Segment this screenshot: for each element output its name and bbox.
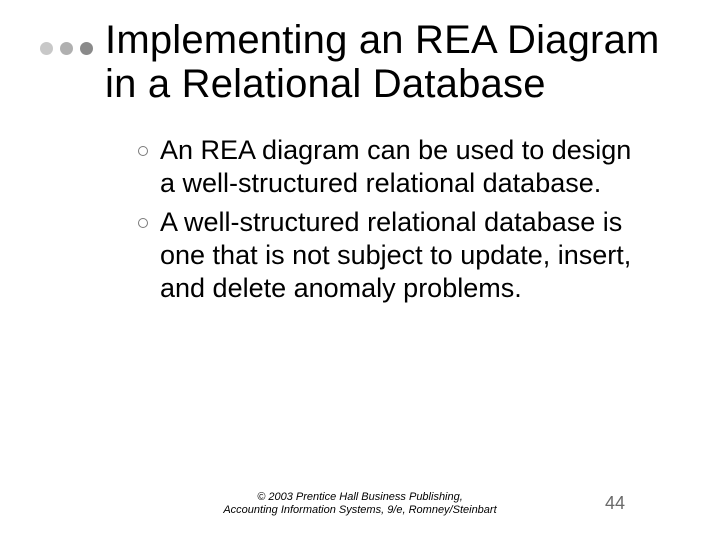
bullet-text: A well-structured relational database is…	[160, 206, 650, 305]
decor-dot-2	[60, 42, 73, 55]
footer-text: © 2003 Prentice Hall Business Publishing…	[223, 491, 496, 519]
footer-line-2: Accounting Information Systems, 9/e, Rom…	[223, 504, 496, 516]
footer-line-1: © 2003 Prentice Hall Business Publishing…	[257, 491, 463, 503]
hollow-circle-icon	[138, 146, 148, 156]
slide-body: An REA diagram can be used to design a w…	[138, 134, 650, 305]
decor-dot-1	[40, 42, 53, 55]
bullet-item: A well-structured relational database is…	[138, 206, 650, 305]
title-decor-dots	[40, 42, 93, 55]
bullet-item: An REA diagram can be used to design a w…	[138, 134, 650, 200]
slide-title: Implementing an REA Diagram in a Relatio…	[105, 18, 680, 106]
page-number: 44	[605, 493, 625, 514]
decor-dot-3	[80, 42, 93, 55]
header-row: Implementing an REA Diagram in a Relatio…	[40, 18, 680, 106]
hollow-circle-icon	[138, 218, 148, 228]
bullet-text: An REA diagram can be used to design a w…	[160, 134, 650, 200]
slide-container: Implementing an REA Diagram in a Relatio…	[0, 0, 720, 540]
